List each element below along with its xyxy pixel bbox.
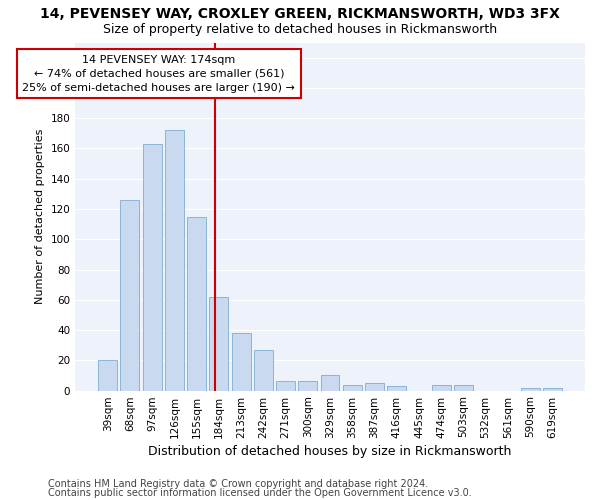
Text: Contains public sector information licensed under the Open Government Licence v3: Contains public sector information licen… — [48, 488, 472, 498]
Bar — [521, 388, 539, 390]
Text: 14 PEVENSEY WAY: 174sqm
← 74% of detached houses are smaller (561)
25% of semi-d: 14 PEVENSEY WAY: 174sqm ← 74% of detache… — [22, 54, 295, 92]
Bar — [432, 384, 451, 390]
Text: 14, PEVENSEY WAY, CROXLEY GREEN, RICKMANSWORTH, WD3 3FX: 14, PEVENSEY WAY, CROXLEY GREEN, RICKMAN… — [40, 8, 560, 22]
Bar — [121, 200, 139, 390]
Bar — [98, 360, 117, 390]
Y-axis label: Number of detached properties: Number of detached properties — [35, 129, 45, 304]
Bar — [232, 333, 251, 390]
Bar — [387, 386, 406, 390]
Bar — [276, 382, 295, 390]
X-axis label: Distribution of detached houses by size in Rickmansworth: Distribution of detached houses by size … — [148, 444, 512, 458]
Bar — [543, 388, 562, 390]
Text: Contains HM Land Registry data © Crown copyright and database right 2024.: Contains HM Land Registry data © Crown c… — [48, 479, 428, 489]
Bar — [320, 376, 340, 390]
Bar — [298, 382, 317, 390]
Bar — [254, 350, 273, 391]
Bar — [187, 216, 206, 390]
Text: Size of property relative to detached houses in Rickmansworth: Size of property relative to detached ho… — [103, 22, 497, 36]
Bar — [454, 384, 473, 390]
Bar — [209, 296, 229, 390]
Bar — [143, 144, 161, 390]
Bar — [365, 383, 384, 390]
Bar — [165, 130, 184, 390]
Bar — [343, 384, 362, 390]
